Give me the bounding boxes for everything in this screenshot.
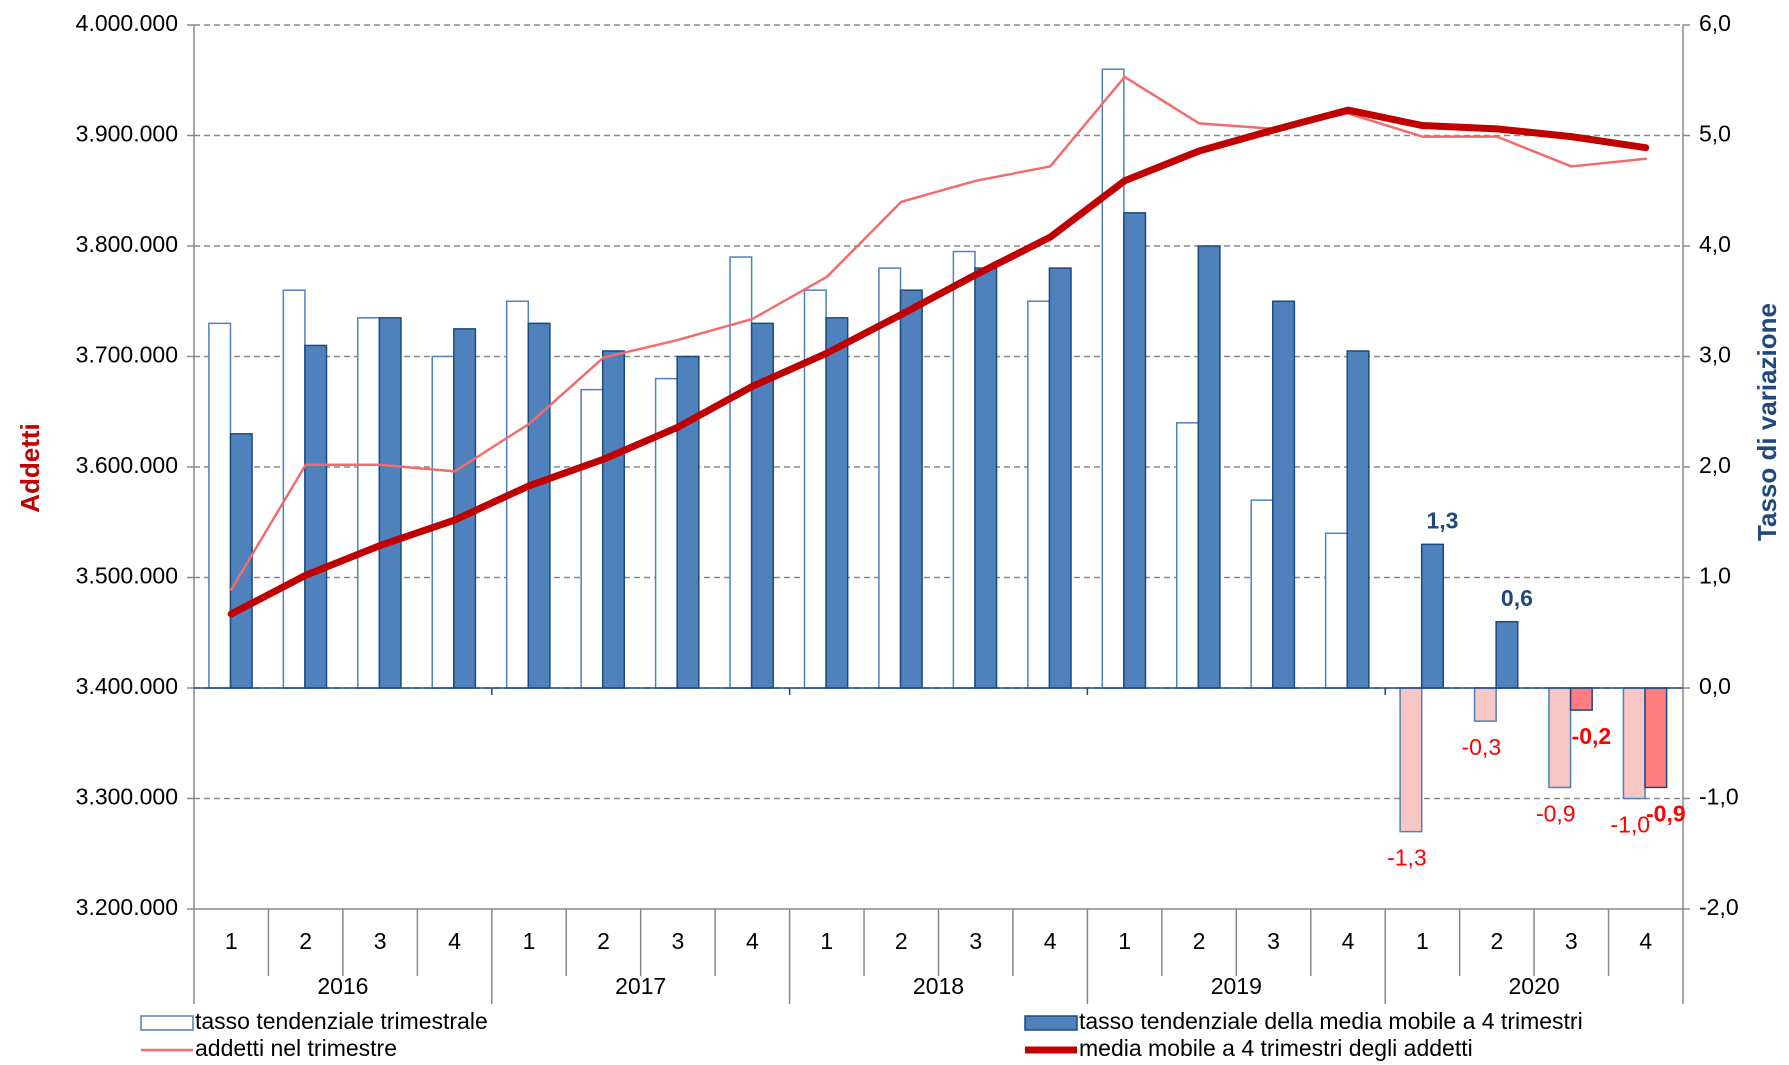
x-tick-label: 1: [225, 928, 238, 954]
year-label: 2019: [1211, 973, 1262, 999]
bar: [1250, 499, 1274, 689]
bar: [282, 289, 306, 689]
x-tick-label: 4: [1639, 928, 1652, 954]
y-tick-label: 3.900.000: [76, 121, 178, 147]
x-tick-label: 4: [448, 928, 461, 954]
bar: [1346, 350, 1370, 689]
bar: [1548, 687, 1572, 789]
y-tick-label: 3.700.000: [76, 342, 178, 368]
x-tick-label: 4: [746, 928, 759, 954]
line: [227, 106, 1650, 618]
year-label: 2016: [317, 973, 368, 999]
x-tick-label: 2: [597, 928, 610, 954]
x-tick-label: 2: [299, 928, 312, 954]
y-tick-label: 3.300.000: [76, 784, 178, 810]
legend-swatch: [1024, 1015, 1078, 1031]
bar: [952, 250, 976, 689]
legend-label: addetti nel trimestre: [195, 1035, 397, 1061]
y-tick-label: 3.500.000: [76, 563, 178, 589]
bar: [974, 267, 998, 689]
x-tick-label: 2: [895, 928, 908, 954]
bar: [1197, 245, 1221, 689]
legend-label: tasso tendenziale trimestrale: [195, 1008, 488, 1034]
y-axis-title: Addetti: [15, 423, 45, 513]
y-tick-label: 3.800.000: [76, 231, 178, 257]
bar: [654, 377, 678, 689]
year-label: 2020: [1509, 973, 1560, 999]
bar: [304, 344, 328, 689]
bar: [803, 289, 827, 689]
x-tick-label: 3: [1565, 928, 1578, 954]
bar: [1324, 532, 1348, 689]
y2-tick-label: 0,0: [1699, 673, 1731, 699]
y2-tick-label: 3,0: [1699, 342, 1731, 368]
bar: [1569, 687, 1593, 711]
y-tick-label: 3.200.000: [76, 894, 178, 920]
bar: [1175, 422, 1200, 689]
x-tick-label: 2: [1193, 928, 1206, 954]
bar: [1027, 300, 1051, 689]
y2-tick-label: -2,0: [1699, 894, 1739, 920]
x-tick-label: 3: [1267, 928, 1280, 954]
x-tick-label: 2: [1490, 928, 1503, 954]
x-tick-label: 1: [1416, 928, 1429, 954]
line: [229, 75, 1648, 591]
x-tick-label: 4: [1342, 928, 1355, 954]
data-label: 1,3: [1426, 507, 1458, 533]
y2-tick-label: 5,0: [1699, 121, 1731, 147]
y2-axis-title: Tasso di variazione: [1752, 303, 1782, 541]
x-tick-label: 3: [374, 928, 387, 954]
year-label: 2017: [615, 973, 666, 999]
y2-tick-label: 4,0: [1699, 231, 1731, 257]
y-tick-label: 3.400.000: [76, 673, 178, 699]
data-label: -0,2: [1572, 723, 1612, 749]
bar: [1644, 687, 1668, 789]
bar: [580, 388, 604, 689]
bar: [1622, 687, 1646, 800]
legend-label: media mobile a 4 trimestri degli addetti: [1079, 1035, 1473, 1061]
y2-tick-label: 2,0: [1699, 452, 1731, 478]
bar: [1123, 212, 1147, 689]
bar: [1101, 68, 1125, 689]
data-label: -0,3: [1462, 734, 1502, 760]
y-tick-label: 4.000.000: [76, 10, 178, 36]
x-tick-label: 1: [820, 928, 833, 954]
legend-label: tasso tendenziale della media mobile a 4…: [1079, 1008, 1583, 1034]
bar: [1420, 543, 1445, 689]
bar: [899, 289, 923, 689]
bar: [1473, 687, 1497, 722]
bar: [1048, 267, 1072, 689]
data-label: -1,0: [1610, 812, 1650, 838]
y2-tick-label: 1,0: [1699, 563, 1731, 589]
y2-tick-label: 6,0: [1699, 10, 1731, 36]
x-tick-label: 3: [672, 928, 685, 954]
bar: [357, 317, 381, 689]
data-label: -0,9: [1646, 801, 1686, 827]
bar: [1399, 687, 1423, 833]
x-tick-label: 1: [1118, 928, 1131, 954]
x-tick-label: 4: [1044, 928, 1057, 954]
data-label: 0,6: [1501, 585, 1533, 611]
bar: [1272, 300, 1296, 689]
year-label: 2018: [913, 973, 964, 999]
bar: [825, 317, 849, 689]
bar: [527, 322, 551, 689]
x-tick-label: 3: [969, 928, 982, 954]
bar: [378, 317, 402, 689]
legend-swatch: [140, 1015, 194, 1031]
data-label: -1,3: [1387, 845, 1427, 871]
bar: [1495, 620, 1519, 689]
bar: [878, 267, 902, 689]
bar: [676, 355, 700, 689]
bar: [208, 322, 232, 689]
y2-tick-label: -1,0: [1699, 784, 1739, 810]
y-tick-label: 3.600.000: [76, 452, 178, 478]
bar: [601, 350, 626, 689]
x-tick-label: 1: [523, 928, 536, 954]
data-label: -0,9: [1536, 801, 1576, 827]
